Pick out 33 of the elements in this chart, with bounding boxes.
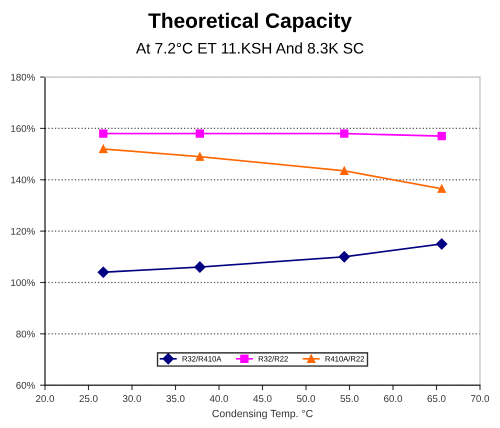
x-tick-label: 50.0 xyxy=(296,395,316,402)
x-tick-label: 45.0 xyxy=(253,395,272,402)
point xyxy=(338,251,350,262)
x-tick-label: 25.0 xyxy=(80,395,98,402)
y-tick-label: 160% xyxy=(11,125,35,132)
y-tick-label: 80% xyxy=(16,330,35,338)
point xyxy=(436,238,448,250)
x-tick-label: 40.0 xyxy=(210,395,228,402)
y-tick-label: 100% xyxy=(11,279,35,286)
point xyxy=(98,266,109,278)
point xyxy=(99,129,108,138)
point xyxy=(438,184,446,193)
x-tick-label: 70.0 xyxy=(471,395,490,402)
x-axis-title: Condensing Temp. °C xyxy=(212,410,313,420)
y-tick-label: 60% xyxy=(16,382,35,389)
point xyxy=(196,129,204,138)
point xyxy=(340,166,348,175)
y-tick-label: 140% xyxy=(11,176,35,184)
y-tick-label: 120% xyxy=(11,228,35,235)
x-tick-label: 55.0 xyxy=(340,395,359,402)
chart-title: Theoretical Capacity xyxy=(148,12,352,32)
point xyxy=(196,152,204,161)
point xyxy=(99,144,108,154)
point xyxy=(340,129,348,138)
y-tick-label: 180% xyxy=(11,74,35,81)
x-tick-label: 20.0 xyxy=(36,395,54,402)
point xyxy=(194,261,206,273)
x-tick-label: 35.0 xyxy=(166,395,185,402)
chart-subtitle: At 7.2°C ET 11.KSH And 8.3K SC xyxy=(136,42,364,54)
x-tick-label: 30.0 xyxy=(122,395,142,402)
point xyxy=(438,132,446,140)
x-tick-label: 60.0 xyxy=(384,395,402,402)
x-tick-label: 65.0 xyxy=(428,395,446,402)
